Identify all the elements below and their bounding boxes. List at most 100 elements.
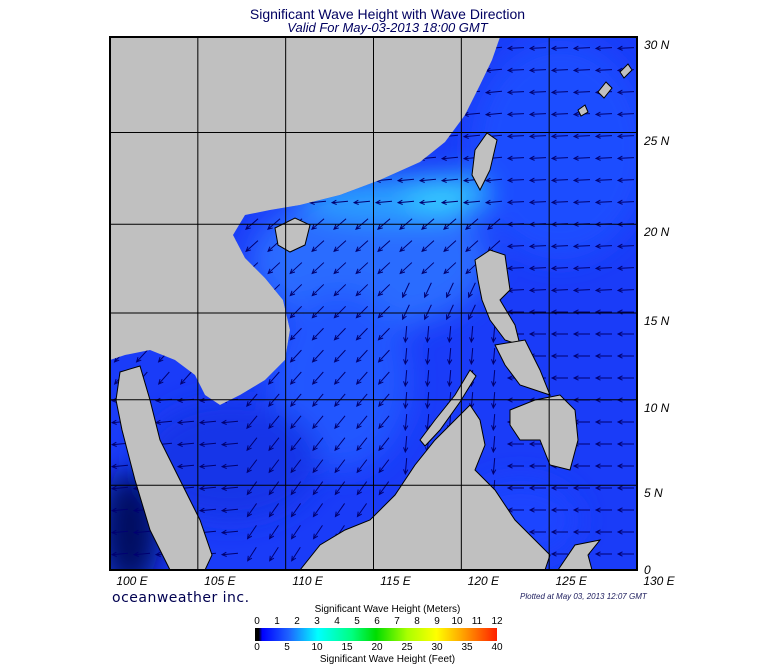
wave-arrow — [594, 177, 613, 183]
wave-arrow — [528, 529, 546, 535]
wave-arrow — [378, 459, 390, 474]
wave-arrow — [220, 419, 239, 425]
colorbar-tick-meters: 7 — [394, 616, 400, 627]
wave-arrow — [198, 419, 217, 425]
wave-arrow — [246, 437, 258, 452]
lon-label: 110 E — [292, 574, 323, 588]
wave-arrow — [220, 529, 239, 535]
wave-arrow — [594, 111, 613, 117]
wave-arrow — [355, 349, 368, 363]
wave-arrow — [377, 349, 390, 363]
wave-arrow — [462, 133, 481, 139]
lat-label: 10 N — [644, 400, 670, 415]
wave-arrow — [616, 265, 635, 271]
wave-arrow — [135, 349, 148, 363]
chart-title: Significant Wave Height with Wave Direct… — [249, 6, 526, 22]
wave-arrow — [246, 415, 258, 430]
wave-arrow — [550, 287, 569, 293]
land-borneo — [299, 404, 551, 570]
wave-arrow — [491, 347, 497, 366]
wave-arrow — [220, 507, 239, 513]
wave-arrow — [572, 485, 590, 491]
wave-arrow — [484, 111, 503, 117]
wave-arrow — [334, 459, 346, 474]
wave-arrow — [378, 437, 390, 452]
wave-arrow — [484, 177, 503, 183]
wave-arrow — [616, 111, 635, 117]
wave-arrow — [198, 485, 217, 491]
wave-arrow — [399, 240, 413, 253]
wave-arrow — [403, 413, 409, 432]
land-malay-peninsula — [115, 365, 213, 570]
wave-arrow — [333, 240, 347, 253]
colorbar-tick-feet: 15 — [341, 642, 353, 653]
wave-arrow — [616, 375, 634, 381]
wave-arrow — [528, 67, 547, 73]
colorbar-tick-meters: 0 — [254, 616, 260, 627]
wave-arrow — [132, 551, 151, 557]
wave-arrow — [447, 347, 453, 366]
wave-arrow — [616, 353, 634, 359]
wave-arrow — [550, 67, 569, 73]
wave-arrow — [616, 463, 634, 469]
colorbar-tick-feet: 20 — [371, 642, 383, 653]
wave-arrow — [440, 177, 459, 183]
wave-arrow — [268, 503, 279, 518]
wave-arrow — [616, 155, 635, 161]
land-visayas — [494, 339, 551, 396]
land-ryukyu — [597, 81, 613, 99]
wave-arrow — [550, 133, 569, 139]
wave-arrow — [616, 177, 635, 183]
wave-arrow — [443, 262, 457, 275]
wave-arrow — [157, 371, 170, 385]
wave-arrow — [528, 155, 547, 161]
wave-arrow — [220, 551, 239, 557]
wave-arrow — [377, 240, 391, 253]
colorbar-title-meters: Significant Wave Height (Meters) — [314, 604, 461, 615]
wave-arrow — [440, 155, 459, 161]
map-frame — [109, 36, 638, 571]
wave-arrow — [572, 507, 590, 513]
wave-arrow — [396, 199, 415, 205]
wave-arrow — [506, 265, 525, 271]
wave-arrow — [616, 419, 634, 425]
lat-label: 20 N — [644, 225, 670, 240]
wave-arrow — [289, 262, 303, 275]
wave-arrow — [572, 287, 591, 293]
wave-arrow — [425, 325, 431, 344]
wave-arrow — [311, 305, 325, 319]
wave-arrow — [528, 89, 547, 95]
wave-arrow — [424, 304, 432, 321]
wave-arrow — [311, 240, 325, 253]
wave-arrow — [311, 284, 325, 297]
wave-arrow — [446, 304, 454, 321]
wave-arrow — [572, 331, 590, 337]
wave-arrow — [491, 457, 497, 476]
wave-arrow — [528, 45, 547, 51]
wave-arrow — [356, 481, 368, 496]
wave-arrow — [333, 327, 346, 341]
wave-arrow — [550, 243, 569, 249]
wave-arrow — [506, 177, 525, 183]
wave-arrow — [246, 503, 257, 518]
wave-arrow — [572, 45, 591, 51]
wave-arrow — [506, 89, 525, 95]
wave-arrow — [550, 375, 568, 381]
colorbar-tick-meters: 2 — [294, 616, 300, 627]
wave-arrow — [290, 459, 302, 474]
wave-arrow — [616, 529, 634, 535]
wave-arrow — [330, 199, 349, 205]
wave-arrow — [594, 463, 612, 469]
wave-arrow — [528, 199, 547, 205]
colorbar-title-feet: Significant Wave Height (Feet) — [319, 654, 456, 665]
wave-arrow — [377, 284, 391, 297]
wave-arrow — [550, 507, 568, 513]
colorbar-tick-meters: 11 — [471, 616, 483, 627]
wave-arrow — [506, 243, 525, 249]
colorbar-tick-meters: 10 — [451, 616, 463, 627]
wave-arrow — [491, 413, 497, 432]
lat-label: 25 N — [644, 133, 670, 148]
wave-arrow — [550, 331, 568, 337]
wave-arrow — [468, 282, 476, 299]
